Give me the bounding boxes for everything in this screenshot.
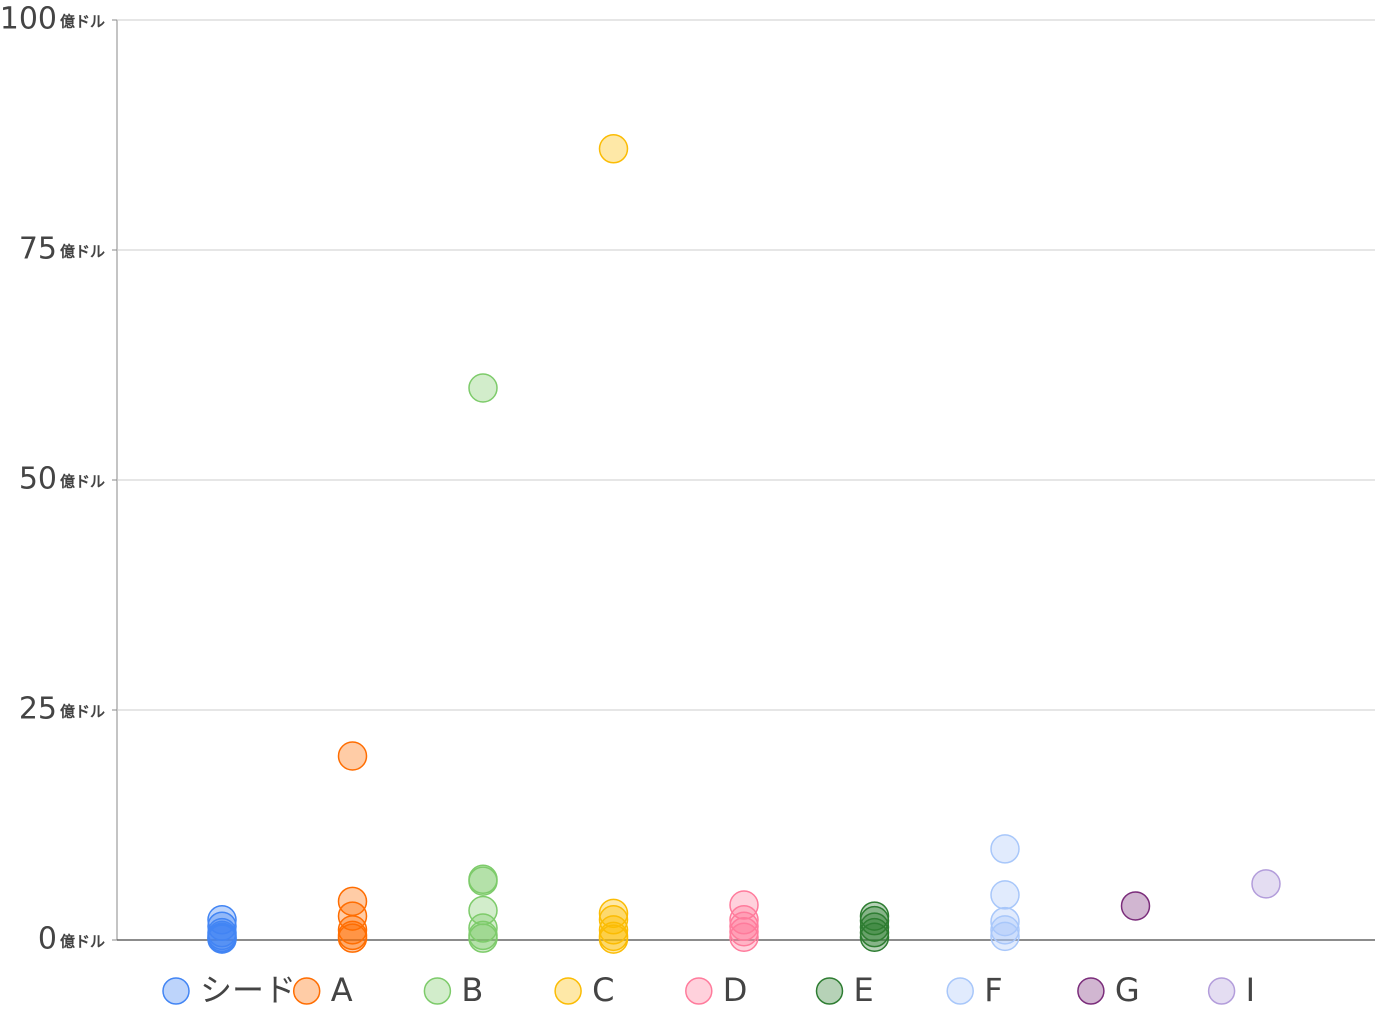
legend-label: I xyxy=(1246,971,1255,1009)
point xyxy=(468,913,498,943)
point xyxy=(468,866,498,896)
point xyxy=(468,373,498,403)
legend-label: A xyxy=(331,971,353,1009)
legend-swatch xyxy=(554,977,582,1005)
point xyxy=(990,834,1020,864)
point xyxy=(598,915,629,945)
legend-swatch xyxy=(1207,977,1236,1005)
y-tick-label: 0 xyxy=(38,922,57,957)
legend-swatch xyxy=(685,977,713,1005)
legend-label: C xyxy=(592,971,614,1009)
point xyxy=(207,924,237,954)
point xyxy=(729,905,759,935)
y-tick-unit: 億ドル xyxy=(60,703,105,721)
point xyxy=(337,741,368,771)
legend-label: D xyxy=(723,971,748,1009)
legend-swatch xyxy=(162,977,190,1005)
legend-label: G xyxy=(1115,971,1140,1009)
point xyxy=(990,921,1020,952)
point xyxy=(859,922,890,952)
legend-swatch xyxy=(292,977,321,1005)
legend-label: F xyxy=(984,971,1002,1009)
y-tick-unit: 億ドル xyxy=(60,13,105,31)
legend-swatch xyxy=(423,977,452,1005)
point xyxy=(207,911,237,941)
y-tick-unit: 億ドル xyxy=(60,243,105,261)
point xyxy=(990,880,1020,910)
point xyxy=(598,134,629,164)
point xyxy=(990,915,1020,945)
y-tick-label: 50 xyxy=(19,462,57,497)
point xyxy=(859,905,890,936)
legend-label: B xyxy=(461,971,483,1009)
y-tick-label: 25 xyxy=(19,692,57,727)
point xyxy=(598,924,629,954)
point xyxy=(598,898,629,929)
legend-swatch xyxy=(1077,977,1105,1005)
point xyxy=(468,923,498,953)
point xyxy=(729,922,759,952)
legend-swatch xyxy=(815,977,844,1005)
y-tick-label: 75 xyxy=(19,232,57,267)
y-tick-unit: 億ドル xyxy=(60,933,105,951)
point xyxy=(337,923,368,953)
point xyxy=(1120,891,1151,921)
point xyxy=(1251,869,1281,899)
legend-swatch xyxy=(946,977,974,1005)
legend-label: シード xyxy=(200,971,296,1009)
legend-label: E xyxy=(854,971,874,1009)
y-tick-label: 100 xyxy=(0,2,57,37)
y-tick-unit: 億ドル xyxy=(60,473,105,491)
